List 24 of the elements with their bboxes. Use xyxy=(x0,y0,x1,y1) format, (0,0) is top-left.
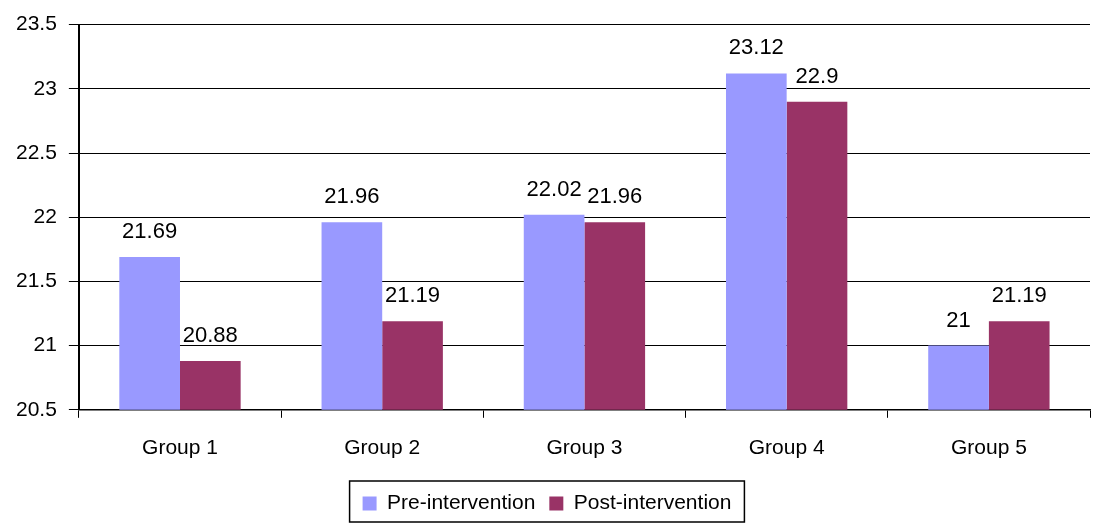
x-tick-label: Group 3 xyxy=(546,435,623,459)
x-tick-label: Group 1 xyxy=(142,435,218,459)
x-tick-label: Group 2 xyxy=(344,435,421,459)
x-tick-label: Group 5 xyxy=(950,435,1027,459)
data-label: 21.96 xyxy=(324,183,380,209)
legend-label: Pre-intervention xyxy=(387,490,536,514)
data-label: 21.69 xyxy=(122,218,178,244)
y-tick-label: 21 xyxy=(33,332,57,356)
data-label: 20.88 xyxy=(182,322,238,348)
y-tick-label: 22 xyxy=(33,204,57,227)
y-tick-label: 23.5 xyxy=(16,11,57,35)
data-label: 22.9 xyxy=(795,62,839,88)
data-label: 21.19 xyxy=(991,282,1047,308)
data-label: 22.02 xyxy=(526,175,582,201)
data-label: 21 xyxy=(946,306,971,332)
y-tick-label: 22.5 xyxy=(16,139,57,163)
x-tick-label: Group 4 xyxy=(748,435,825,459)
data-label: 21.96 xyxy=(587,183,643,209)
data-label: 23.12 xyxy=(728,34,784,60)
y-tick-label: 21.5 xyxy=(16,268,57,292)
data-label: 21.19 xyxy=(385,282,441,308)
y-tick-label: 20.5 xyxy=(16,396,57,420)
y-tick-label: 23 xyxy=(33,75,57,99)
legend-label: Post-intervention xyxy=(573,490,732,514)
